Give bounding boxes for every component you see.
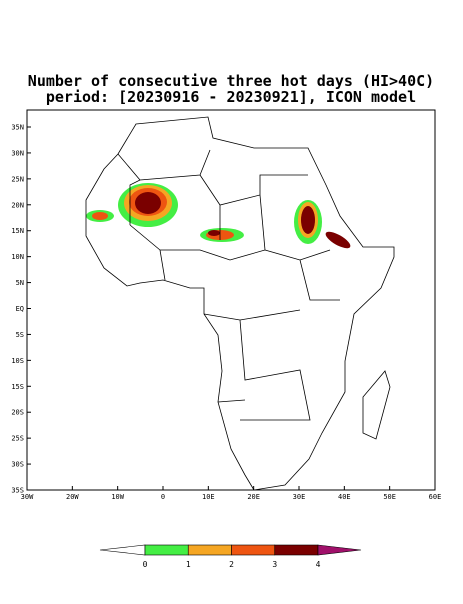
colorbar-segment bbox=[231, 544, 276, 556]
map-frame bbox=[26, 109, 436, 491]
lat-label: 10N bbox=[11, 253, 24, 261]
colorbar: 0 1 2 3 4 bbox=[99, 544, 362, 569]
lat-label: 35S bbox=[11, 487, 24, 495]
colorbar-label: 3 bbox=[272, 560, 277, 569]
title-line-2: period: [20230916 - 20230921], ICON mode… bbox=[46, 88, 416, 106]
colorbar-segment bbox=[187, 544, 232, 556]
lon-label: 20E bbox=[247, 493, 260, 501]
colorbar-label: 4 bbox=[316, 560, 321, 569]
colorbar-label: 2 bbox=[229, 560, 234, 569]
lat-label: 15N bbox=[11, 227, 24, 235]
lat-label: 5N bbox=[16, 279, 24, 287]
axis-labels: 35N 30N 25N 20N 15N 10N 5N EQ 5S 10S 15S 20S 25S 30S 3… bbox=[11, 124, 441, 502]
lon-label: 0 bbox=[161, 493, 165, 501]
colorbar-label: 1 bbox=[186, 560, 191, 569]
lat-label: 10S bbox=[11, 357, 24, 365]
lat-label: 15S bbox=[11, 383, 24, 391]
lon-label: 30W bbox=[21, 493, 34, 501]
lat-label: 30S bbox=[11, 461, 24, 469]
lat-label: 35N bbox=[11, 124, 24, 132]
lon-label: 60E bbox=[429, 493, 442, 501]
lat-label: 25N bbox=[11, 175, 24, 183]
lon-label: 30E bbox=[293, 493, 306, 501]
lat-label: 20N bbox=[11, 201, 24, 209]
lon-label: 50E bbox=[383, 493, 396, 501]
lat-label: 5S bbox=[16, 331, 24, 339]
lon-label: 10W bbox=[111, 493, 124, 501]
colorbar-segment bbox=[274, 544, 319, 556]
lon-label: 40E bbox=[338, 493, 351, 501]
lon-label: 10E bbox=[202, 493, 215, 501]
title-line-1: Number of consecutive three hot days (HI… bbox=[28, 72, 434, 90]
lat-label: 30N bbox=[11, 149, 24, 157]
lat-label: 20S bbox=[11, 409, 24, 417]
lat-label: EQ bbox=[16, 305, 24, 313]
hot-spots bbox=[86, 183, 351, 249]
colorbar-label: 0 bbox=[143, 560, 148, 569]
colorbar-low bbox=[99, 544, 146, 556]
lat-label: 25S bbox=[11, 435, 24, 443]
lon-label: 20W bbox=[66, 493, 79, 501]
colorbar-high bbox=[317, 544, 362, 556]
colorbar-segment bbox=[144, 544, 189, 556]
